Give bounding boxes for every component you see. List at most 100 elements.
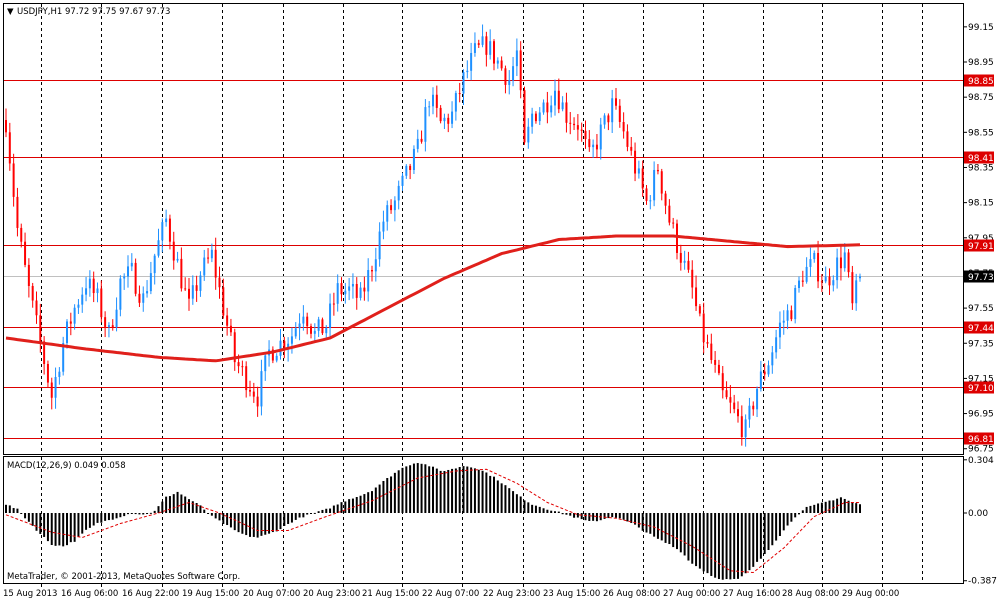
bear-candle — [546, 102, 549, 113]
bear-candle — [828, 276, 831, 286]
bear-candle — [226, 315, 229, 326]
macd-bar — [481, 470, 484, 513]
macd-bar — [416, 463, 419, 513]
bull-candle — [481, 36, 484, 45]
bear-candle — [283, 340, 286, 350]
bear-candle — [630, 146, 633, 151]
macd-bar — [374, 487, 377, 513]
bear-candle — [733, 402, 736, 410]
bull-candle — [66, 321, 68, 344]
macd-bar — [298, 513, 301, 518]
bear-candle — [695, 287, 698, 307]
macd-bar — [496, 480, 499, 513]
bear-candle — [569, 122, 572, 124]
bull-candle — [809, 259, 812, 267]
bull-candle — [142, 293, 145, 303]
bull-candle — [538, 112, 541, 122]
macd-panel-border — [3, 456, 964, 584]
macd-bar — [687, 513, 690, 561]
bear-candle — [737, 409, 739, 417]
macd-bar — [100, 513, 103, 523]
macd-bar — [462, 466, 465, 513]
bear-candle — [355, 283, 358, 298]
bear-candle — [580, 129, 583, 131]
macd-bar — [8, 505, 11, 513]
bull-candle — [599, 124, 602, 150]
bear-candle — [229, 325, 232, 333]
bear-candle — [214, 249, 217, 278]
bull-candle — [649, 200, 652, 202]
macd-signal-line — [5, 468, 860, 574]
macd-bar — [519, 496, 522, 513]
macd-bar — [618, 513, 621, 519]
macd-bar — [794, 513, 797, 518]
bull-candle — [859, 276, 861, 279]
macd-readout: MACD(12,26,9) 0.049 0.058 — [7, 461, 126, 471]
bear-candle — [46, 363, 49, 383]
dropdown-arrow-icon[interactable]: ▼ — [7, 7, 14, 17]
bull-candle — [405, 165, 408, 176]
bear-candle — [43, 341, 46, 364]
macd-bar — [142, 513, 145, 515]
bull-candle — [798, 280, 800, 288]
macd-bar — [5, 504, 7, 513]
macd-bar — [557, 511, 560, 513]
bear-candle — [717, 364, 720, 374]
bull-candle — [767, 365, 770, 375]
macd-bar — [390, 476, 393, 513]
macd-bar — [264, 513, 267, 535]
bear-candle — [588, 139, 591, 148]
macd-bar — [470, 467, 473, 513]
macd-bar — [668, 513, 671, 545]
macd-bar — [813, 504, 816, 513]
macd-bar — [729, 513, 732, 580]
macd-bar — [386, 478, 389, 513]
level-label: 98.85 — [968, 77, 994, 87]
macd-bar — [27, 513, 30, 522]
macd-bar — [508, 488, 511, 513]
macd-bar — [340, 502, 343, 513]
macd-bar — [466, 466, 469, 513]
macd-bar — [458, 467, 461, 513]
macd-bar — [203, 509, 206, 513]
macd-bar — [702, 513, 705, 572]
bear-candle — [237, 362, 240, 367]
macd-bar — [241, 513, 244, 534]
bull-candle — [466, 70, 469, 73]
macd-bar — [119, 513, 122, 518]
macd-bar — [435, 468, 438, 513]
macd-bar — [679, 513, 682, 553]
macd-bar — [759, 513, 762, 559]
macd-bar — [252, 513, 255, 537]
macd-bar — [683, 513, 686, 556]
macd-bar — [839, 497, 842, 513]
bull-candle — [329, 303, 332, 328]
macd-bar — [31, 513, 34, 526]
macd-bar — [576, 513, 579, 518]
macd-bar — [233, 513, 236, 531]
bear-candle — [618, 105, 621, 122]
bull-candle — [637, 168, 640, 174]
macd-bar — [210, 513, 213, 516]
macd-bar — [249, 513, 251, 537]
macd-bar — [756, 513, 759, 562]
bull-candle — [386, 205, 389, 222]
macd-bar — [146, 513, 149, 515]
bull-candle — [115, 309, 118, 328]
bear-candle — [615, 98, 617, 106]
macd-bar — [351, 498, 354, 513]
macd-axis: 0.304 0.00 -0.387 — [963, 456, 997, 587]
macd-bar — [439, 470, 442, 513]
macd-bar — [191, 501, 194, 513]
bull-candle — [107, 325, 110, 327]
bear-candle — [447, 117, 450, 124]
macd-bar — [733, 513, 736, 579]
bear-candle — [233, 332, 236, 363]
bull-candle — [508, 80, 511, 85]
bear-candle — [641, 168, 644, 189]
macd-bar — [371, 491, 373, 513]
bull-candle — [744, 419, 747, 438]
bear-candle — [195, 285, 198, 291]
macd-bar — [801, 510, 804, 513]
bull-candle — [260, 371, 263, 407]
